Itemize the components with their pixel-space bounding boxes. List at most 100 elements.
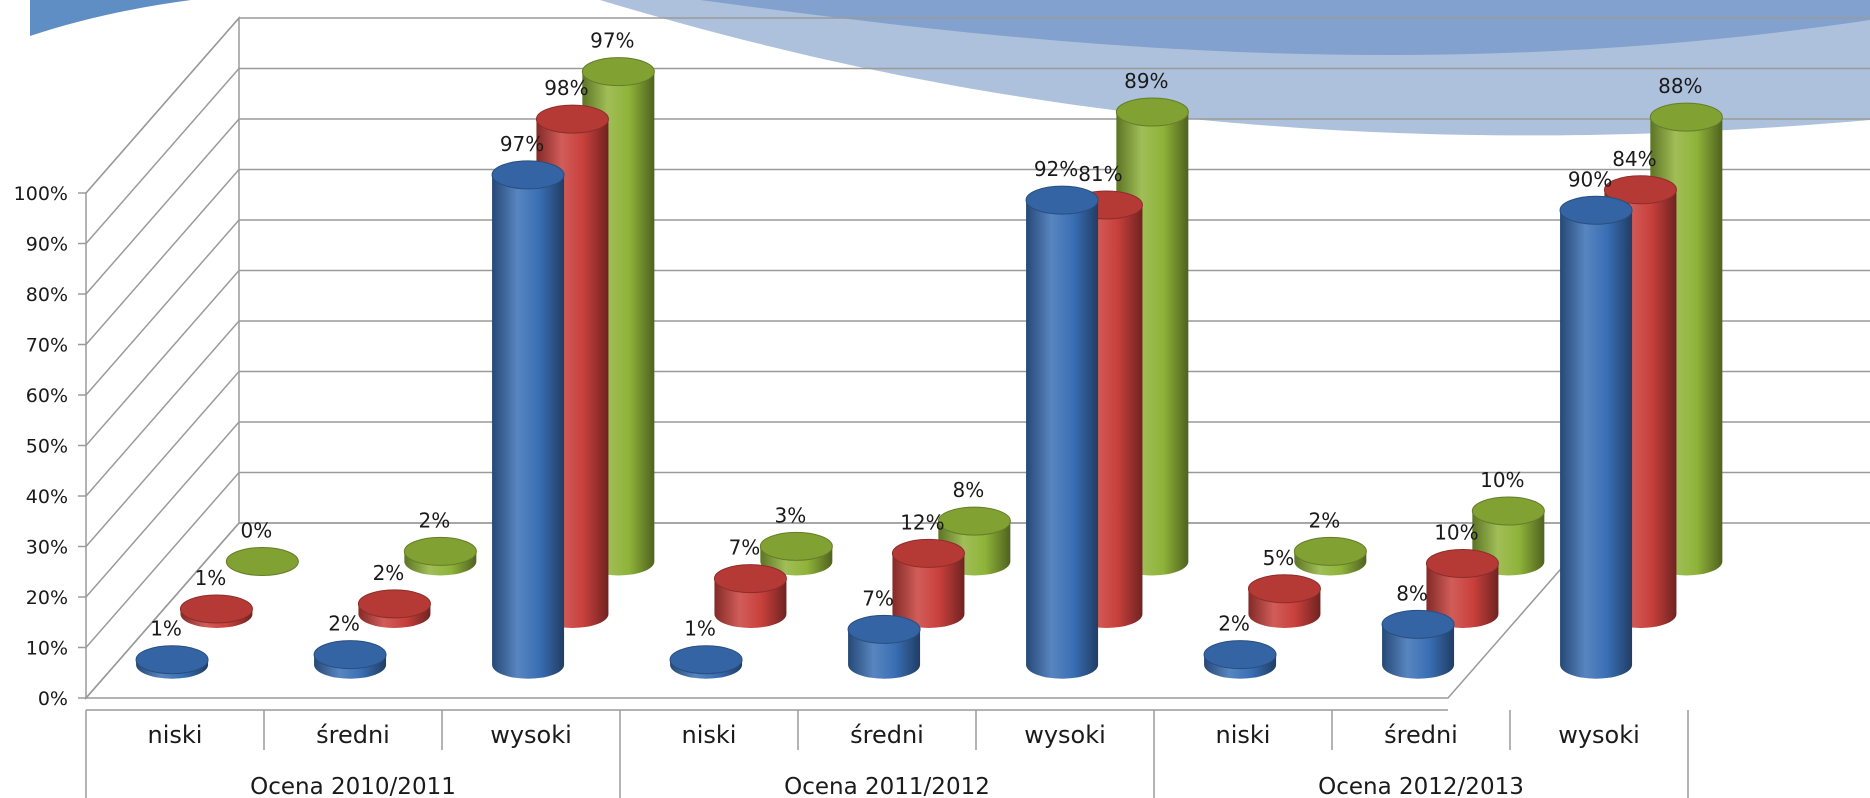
gridline bbox=[85, 269, 1870, 446]
data-label: 97% bbox=[590, 29, 634, 53]
bar-body bbox=[1426, 563, 1499, 628]
gridline bbox=[85, 168, 1870, 345]
swoosh-left bbox=[30, 0, 560, 36]
data-label: 2% bbox=[328, 612, 360, 636]
data-label: 1% bbox=[684, 617, 716, 641]
data-label: 88% bbox=[1658, 74, 1702, 98]
category-label: wysoki bbox=[490, 721, 572, 749]
x-axis-categories: niski średni wysoki Ocena 2010/2011 niski śre… bbox=[85, 709, 1689, 798]
gridline bbox=[85, 320, 1870, 497]
gridline bbox=[85, 522, 1870, 699]
bar-top bbox=[357, 589, 431, 619]
data-label: 98% bbox=[544, 76, 588, 100]
category-label: niski bbox=[1216, 721, 1271, 749]
gridline bbox=[85, 67, 1870, 244]
bar-top bbox=[1471, 496, 1545, 526]
data-label: 8% bbox=[952, 478, 984, 502]
bar-top bbox=[1247, 574, 1321, 604]
gridline bbox=[85, 219, 1870, 396]
y-tick-label: 60% bbox=[26, 385, 68, 407]
data-label: 2% bbox=[1218, 612, 1250, 636]
bar-top bbox=[759, 531, 833, 561]
data-label: 7% bbox=[862, 586, 894, 610]
y-tick-label: 50% bbox=[26, 436, 68, 458]
bar-top bbox=[1381, 609, 1455, 639]
bar-top bbox=[1203, 640, 1277, 670]
data-label: 89% bbox=[1124, 69, 1168, 93]
category-label: średni bbox=[850, 721, 924, 749]
category-label: niski bbox=[148, 721, 203, 749]
bar-body bbox=[1382, 624, 1455, 679]
bar-top bbox=[1425, 549, 1499, 578]
bar-body bbox=[1026, 200, 1099, 679]
data-label: 1% bbox=[150, 617, 182, 641]
bar-top bbox=[891, 538, 965, 568]
bar-top bbox=[1649, 102, 1723, 132]
data-labels: 0% 2% 97% 3% 8% 89% 2% 10% 88% 1% 2% 98% 7% 12% 81% 5% 1… bbox=[150, 29, 1702, 641]
y-tick-label: 70% bbox=[26, 335, 68, 357]
data-label: 92% bbox=[1034, 157, 1078, 181]
swoosh-right-dark bbox=[700, 0, 1870, 56]
category-label: wysoki bbox=[1024, 721, 1106, 749]
bar-top bbox=[1603, 175, 1677, 205]
bar-top bbox=[403, 536, 477, 566]
bar-top bbox=[535, 104, 609, 134]
bar-top bbox=[225, 547, 299, 576]
bar-body bbox=[492, 174, 565, 679]
data-label: 12% bbox=[900, 510, 944, 534]
y-axis-ticks: 0% 10% 20% 30% 40% 50% 60% 70% 80% 90% 100% bbox=[14, 183, 86, 710]
bar-top bbox=[313, 640, 387, 670]
data-label: 2% bbox=[1308, 508, 1340, 532]
data-label: 7% bbox=[729, 536, 761, 560]
category-label: wysoki bbox=[1558, 721, 1640, 749]
background-swoosh bbox=[30, 0, 1870, 136]
y-tick-label: 10% bbox=[26, 638, 68, 660]
group-label: Ocena 2011/2012 bbox=[784, 774, 990, 798]
data-label: 84% bbox=[1612, 147, 1656, 171]
data-label: 97% bbox=[500, 132, 544, 156]
bar-top bbox=[491, 160, 565, 190]
group-label: Ocena 2010/2011 bbox=[250, 774, 456, 798]
y-tick-label: 100% bbox=[14, 183, 68, 205]
bar-top bbox=[847, 614, 921, 644]
data-label: 5% bbox=[1263, 546, 1295, 570]
group-label: Ocena 2012/2013 bbox=[1318, 774, 1524, 798]
y-tick-label: 40% bbox=[26, 486, 68, 508]
category-label: niski bbox=[682, 721, 737, 749]
y-tick-label: 0% bbox=[38, 688, 68, 710]
data-label: 1% bbox=[195, 566, 227, 590]
floor bbox=[84, 522, 1603, 699]
bar-top bbox=[1559, 195, 1633, 225]
bar-top bbox=[1025, 185, 1099, 215]
bar-top bbox=[713, 564, 787, 594]
bar-body bbox=[1560, 210, 1633, 679]
bar-top bbox=[179, 594, 253, 624]
bar-body bbox=[892, 553, 965, 628]
data-label: 10% bbox=[1434, 521, 1478, 545]
y-tick-label: 80% bbox=[26, 284, 68, 306]
data-label: 8% bbox=[1396, 581, 1428, 605]
bar-top bbox=[937, 506, 1011, 536]
gridline bbox=[85, 370, 1870, 547]
data-label: 90% bbox=[1568, 167, 1612, 191]
gridlines bbox=[85, 17, 1870, 699]
category-label: średni bbox=[316, 721, 390, 749]
data-label: 2% bbox=[418, 508, 450, 532]
gridline bbox=[85, 421, 1870, 598]
gridline bbox=[85, 17, 1870, 194]
gridline bbox=[85, 118, 1870, 295]
bars bbox=[135, 57, 1723, 679]
y-tick-label: 30% bbox=[26, 537, 68, 559]
category-label: średni bbox=[1384, 721, 1458, 749]
bar-top bbox=[1115, 97, 1189, 127]
data-label: 81% bbox=[1078, 162, 1122, 186]
gridline bbox=[85, 471, 1870, 648]
y-tick-label: 90% bbox=[26, 234, 68, 256]
y-tick-label: 20% bbox=[26, 587, 68, 609]
bar-top bbox=[581, 57, 655, 87]
data-label: 10% bbox=[1480, 468, 1524, 492]
bar-top bbox=[1293, 536, 1367, 566]
bar-top bbox=[669, 645, 743, 675]
data-label: 0% bbox=[240, 519, 272, 543]
